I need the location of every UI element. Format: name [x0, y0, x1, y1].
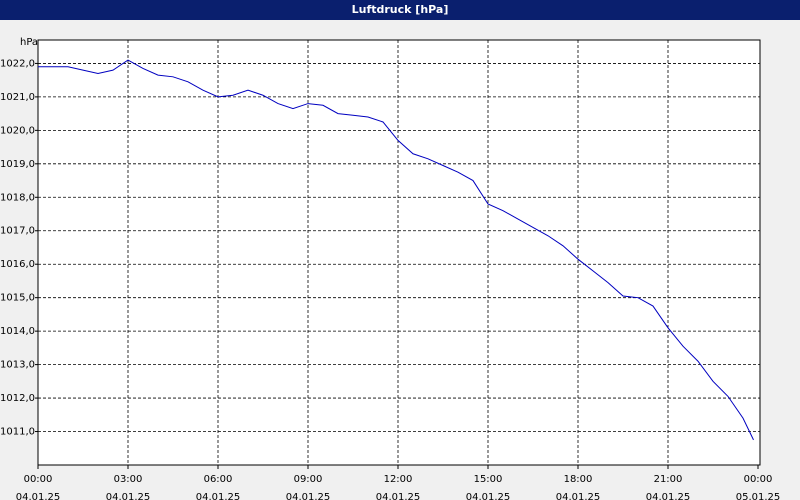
x-tick-date: 04.01.25	[106, 492, 151, 500]
x-tick-date: 04.01.25	[646, 492, 691, 500]
x-tick-label: 00:00	[744, 474, 773, 485]
y-tick-label: 1011,0	[0, 427, 35, 438]
y-tick-label: 1019,0	[0, 159, 35, 170]
y-tick-label: 1017,0	[0, 226, 35, 237]
y-tick-label: 1021,0	[0, 92, 35, 103]
x-tick-label: 18:00	[564, 474, 593, 485]
chart: hPa 1011,0 1012,0 1013,0 1014,0 1015,0 1016,0…	[0, 37, 781, 500]
x-tick-date: 04.01.25	[16, 492, 61, 500]
x-tick-date: 04.01.25	[466, 492, 511, 500]
y-tick-label: 1022,0	[0, 58, 35, 69]
y-tick-label: 1013,0	[0, 360, 35, 371]
x-tick-label: 03:00	[114, 474, 143, 485]
plot-area	[37, 39, 761, 466]
y-unit: hPa	[20, 37, 38, 48]
x-tick-date: 04.01.25	[376, 492, 421, 500]
x-tick-label: 09:00	[294, 474, 323, 485]
y-tick-label: 1014,0	[0, 326, 35, 337]
y-tick-label: 1012,0	[0, 393, 35, 404]
x-tick-label: 21:00	[654, 474, 683, 485]
x-tick-label: 12:00	[384, 474, 413, 485]
x-tick-label: 15:00	[474, 474, 503, 485]
x-tick-label: 06:00	[204, 474, 233, 485]
x-tick-date: 04.01.25	[196, 492, 241, 500]
y-tick-label: 1020,0	[0, 125, 35, 136]
x-tick-label: 00:00	[24, 474, 53, 485]
chart-title: Luftdruck [hPa]	[0, 0, 800, 20]
x-tick-date: 04.01.25	[286, 492, 331, 500]
y-tick-label: 1015,0	[0, 293, 35, 304]
line	[38, 59, 754, 441]
x-tick-date: 04.01.25	[556, 492, 601, 500]
y-tick-label: 1018,0	[0, 192, 35, 203]
x-tick-date: 05.01.25	[736, 492, 781, 500]
y-tick-label: 1016,0	[0, 259, 35, 270]
